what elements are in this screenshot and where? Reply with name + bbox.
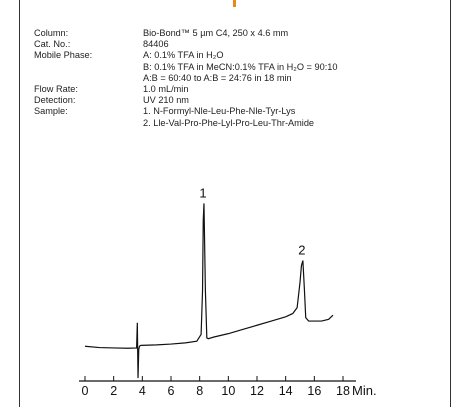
info-value: A:B = 60:40 to A:B = 24:76 in 18 min	[143, 72, 292, 83]
info-value: B: 0.1% TFA in MeCN:0.1% TFA in H₂O = 90…	[143, 61, 338, 72]
x-tick-label: 16	[307, 384, 321, 398]
info-label: Sample:	[34, 106, 68, 117]
info-label: Column:	[34, 28, 69, 38]
x-tick-label: 10	[221, 384, 235, 398]
x-tick-label: 2	[110, 384, 117, 398]
x-tick-label: 14	[279, 384, 293, 398]
info-values: 84406	[143, 39, 169, 50]
info-value: 84406	[143, 39, 169, 50]
x-tick-label: 0	[82, 384, 89, 398]
x-tick-label: 8	[196, 384, 203, 398]
info-values: Bio-Bond™ 5 µm C4, 250 x 4.6 mm	[143, 28, 288, 39]
info-values: 1. N-Formyl-Nle-Leu-Phe-Nle-Tyr-Lys 2. Ll…	[143, 106, 314, 128]
info-values: UV 210 nm	[143, 95, 189, 106]
x-tick-labels: 0 2 4 6 8 10 12 14 16 18	[82, 384, 350, 398]
info-value: 1. N-Formyl-Nle-Leu-Phe-Nle-Tyr-Lys	[143, 106, 296, 117]
page-frame	[19, 0, 451, 407]
info-values: 1.0 mL/min	[143, 84, 188, 95]
info-value: 2. Lle-Val-Pro-Phe-Lyl-Pro-Leu-Thr-Amide	[143, 117, 315, 128]
x-tick-label: 12	[250, 384, 264, 398]
x-ticks	[84, 376, 344, 381]
info-label: Detection:	[34, 95, 76, 106]
info-row: Cat. No.: 84406	[34, 39, 337, 50]
info-label: Flow Rate:	[34, 84, 78, 95]
x-tick-label: 6	[168, 384, 175, 398]
info-value: 1.0 mL/min	[143, 84, 189, 95]
info-row: Mobile Phase: A: 0.1% TFA in H₂O B: 0.1% T…	[34, 50, 337, 84]
info-value: Bio-Bond™ 5 µm C4, 250 x 4.6 mm	[143, 28, 289, 38]
accent-mark	[233, 0, 236, 7]
info-row: Sample: 1. N-Formyl-Nle-Leu-Phe-Nle-Tyr-L…	[34, 106, 337, 128]
info-row: Column: Bio-Bond™ 5 µm C4, 250 x 4.6 mm	[34, 28, 337, 39]
info-values: A: 0.1% TFA in H₂O B: 0.1% TFA in MeCN:0.…	[143, 50, 337, 84]
peak-label: 1	[199, 185, 206, 200]
x-tick-label: 18	[336, 384, 350, 398]
info-row: Detection: UV 210 nm	[34, 95, 337, 106]
conditions-block: Column: Bio-Bond™ 5 µm C4, 250 x 4.6 mm Ca…	[34, 28, 337, 129]
info-value: A: 0.1% TFA in H₂O	[143, 50, 224, 61]
info-row: Flow Rate: 1.0 mL/min	[34, 84, 337, 95]
peak-label: 2	[298, 243, 305, 258]
peak-labels: 12	[199, 185, 305, 257]
info-label: Mobile Phase:	[34, 50, 93, 61]
x-axis-label: Min.	[352, 383, 377, 398]
info-value: UV 210 nm	[143, 95, 189, 106]
info-label: Cat. No.:	[34, 39, 71, 50]
chromatogram-trace	[84, 203, 334, 379]
x-tick-label: 4	[139, 384, 146, 398]
